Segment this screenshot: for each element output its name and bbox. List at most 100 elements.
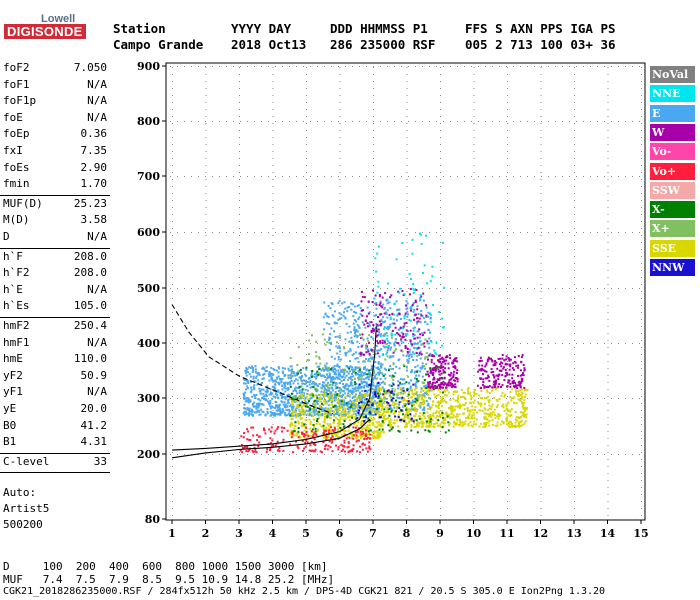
echo-point bbox=[443, 377, 446, 380]
grid-dot bbox=[406, 214, 408, 215]
grid-dot bbox=[499, 343, 500, 344]
grid-dot bbox=[641, 242, 642, 243]
echo-point bbox=[439, 383, 442, 386]
echo-point bbox=[447, 384, 450, 387]
echo-point bbox=[422, 390, 425, 392]
echo-point bbox=[410, 409, 413, 412]
grid-dot bbox=[574, 445, 575, 446]
grid-dot bbox=[632, 176, 633, 177]
grid-dot bbox=[205, 396, 207, 397]
grid-dot bbox=[607, 284, 609, 285]
echo-point bbox=[365, 383, 368, 386]
echo-point bbox=[488, 399, 491, 402]
echo-point bbox=[280, 393, 283, 396]
grid-dot bbox=[303, 176, 304, 177]
grid-dot bbox=[611, 343, 612, 344]
param-name: foF2 bbox=[3, 61, 30, 74]
echo-point bbox=[331, 387, 334, 390]
echo-point bbox=[505, 405, 508, 408]
echo-point bbox=[342, 314, 345, 317]
echo-point bbox=[310, 397, 313, 399]
grid-dot bbox=[641, 172, 642, 173]
echo-point bbox=[327, 434, 330, 437]
grid-dot bbox=[239, 508, 240, 509]
echo-point bbox=[359, 433, 362, 436]
grid-dot bbox=[239, 466, 240, 467]
echo-point bbox=[434, 387, 437, 389]
grid-dot bbox=[641, 102, 642, 103]
grid-dot bbox=[473, 515, 475, 516]
echo-point bbox=[252, 369, 255, 372]
grid-dot bbox=[272, 151, 274, 152]
echo-point bbox=[347, 372, 350, 375]
echo-point bbox=[454, 405, 457, 408]
echo-point bbox=[270, 393, 273, 396]
grid-dot bbox=[172, 95, 173, 96]
echo-point bbox=[316, 400, 319, 403]
echo-point bbox=[472, 411, 475, 414]
grid-dot bbox=[618, 66, 619, 67]
grid-dot bbox=[540, 284, 542, 285]
grid-dot bbox=[373, 312, 374, 313]
echo-point bbox=[337, 430, 340, 433]
echo-point bbox=[442, 366, 445, 369]
grid-dot bbox=[233, 454, 234, 455]
echo-point bbox=[381, 386, 384, 389]
echo-point bbox=[498, 415, 500, 418]
echo-point bbox=[413, 392, 416, 395]
echo-point bbox=[478, 409, 481, 412]
echo-point bbox=[375, 301, 378, 304]
echo-point bbox=[402, 403, 405, 406]
grid-dot bbox=[440, 305, 441, 306]
echo-point bbox=[287, 388, 290, 391]
echo-point bbox=[496, 404, 499, 407]
grid-dot bbox=[473, 445, 475, 446]
echo-point bbox=[524, 414, 527, 417]
grid-dot bbox=[443, 176, 444, 177]
grid-dot bbox=[548, 232, 549, 233]
echo-point bbox=[291, 368, 294, 371]
echo-point bbox=[337, 356, 340, 358]
echo-point bbox=[412, 394, 415, 397]
grid-dot bbox=[540, 151, 542, 152]
echo-point bbox=[381, 424, 384, 427]
echo-point bbox=[436, 415, 439, 418]
echo-point bbox=[491, 403, 494, 406]
echo-point bbox=[283, 386, 286, 389]
echo-point bbox=[308, 418, 311, 421]
echo-point bbox=[348, 402, 351, 405]
echo-point bbox=[281, 367, 284, 370]
echo-point bbox=[267, 373, 270, 376]
echo-point bbox=[524, 393, 527, 396]
echo-point bbox=[403, 324, 406, 327]
grid-dot bbox=[574, 347, 575, 348]
grid-dot bbox=[574, 221, 575, 222]
param-row: hmF1 N/A bbox=[3, 336, 107, 353]
echo-point bbox=[298, 412, 301, 415]
echo-point bbox=[264, 398, 267, 401]
echo-point bbox=[450, 412, 453, 415]
grid-dot bbox=[607, 95, 609, 96]
grid-dot bbox=[513, 519, 514, 520]
grid-dot bbox=[198, 288, 199, 289]
grid-dot bbox=[569, 176, 570, 177]
echo-point bbox=[312, 411, 315, 414]
grid-dot bbox=[394, 288, 395, 289]
grid-dot bbox=[352, 121, 353, 122]
grid-dot bbox=[574, 333, 575, 334]
echo-point bbox=[351, 390, 354, 393]
grid-dot bbox=[268, 343, 269, 344]
echo-point bbox=[429, 416, 432, 418]
echo-point bbox=[342, 393, 345, 396]
echo-point bbox=[479, 409, 482, 412]
echo-point bbox=[297, 422, 300, 425]
echo-point bbox=[244, 391, 247, 394]
echo-point bbox=[274, 396, 277, 399]
grid-dot bbox=[473, 102, 475, 103]
grid-dot bbox=[632, 343, 633, 344]
echo-point bbox=[416, 322, 419, 325]
grid-dot bbox=[473, 326, 475, 327]
grid-dot bbox=[366, 176, 367, 177]
grid-dot bbox=[239, 193, 240, 194]
